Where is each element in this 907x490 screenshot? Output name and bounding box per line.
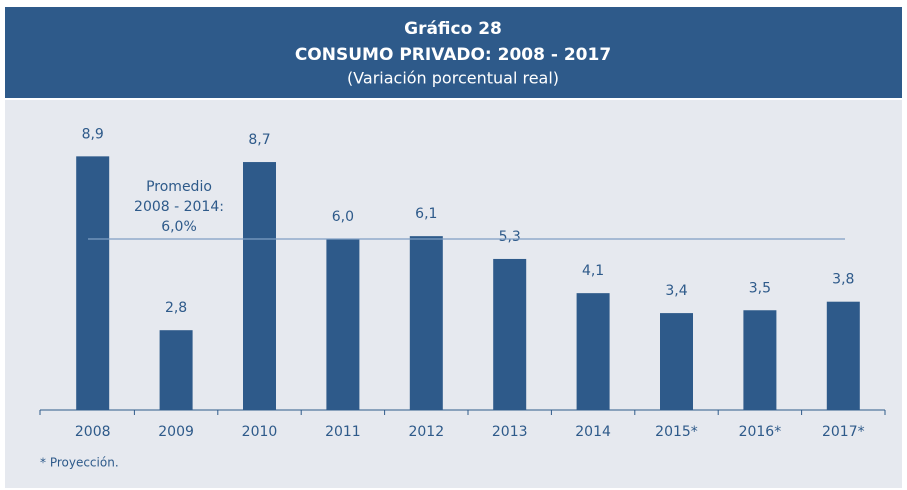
bar [660, 313, 693, 410]
reference-label: 2008 - 2014: [134, 199, 224, 215]
footnote: * Proyección. [40, 456, 119, 470]
bar [243, 162, 276, 410]
x-tick-label: 2014 [575, 424, 611, 440]
bar [409, 236, 443, 410]
reference-label: 6,0% [161, 219, 197, 235]
bar [76, 156, 110, 410]
y-axis-label: (Variación porcentual real) [347, 69, 559, 88]
bar [826, 301, 860, 410]
bar [493, 258, 527, 410]
x-tick-label: 2012 [408, 424, 444, 440]
data-label: 3,4 [665, 283, 687, 299]
data-label: 5,3 [499, 229, 521, 245]
bar [743, 310, 777, 410]
data-label: 4,1 [582, 263, 604, 279]
data-label: 6,0 [332, 209, 354, 225]
x-tick-label: 2010 [242, 424, 278, 440]
x-tick-label: 2015* [655, 424, 698, 440]
data-label: 2,8 [165, 300, 187, 316]
data-label: 3,8 [832, 272, 854, 288]
x-tick-label: 2017* [822, 424, 865, 440]
chart-title: Gráfico 28 [404, 19, 502, 39]
x-tick-label: 2009 [158, 424, 194, 440]
x-tick-label: 2013 [492, 424, 528, 440]
x-tick-label: 2008 [75, 424, 111, 440]
data-label: 8,9 [82, 126, 104, 142]
header-band [5, 7, 902, 98]
x-tick-label: 2016* [739, 424, 782, 440]
plot-background [5, 100, 902, 488]
x-tick-label: 2011 [325, 424, 361, 440]
data-label: 3,5 [749, 280, 771, 296]
bar [159, 330, 193, 410]
bar [576, 293, 610, 410]
data-label: 6,1 [415, 206, 437, 222]
chart-subtitle: CONSUMO PRIVADO: 2008 - 2017 [295, 45, 611, 65]
bar [326, 239, 360, 410]
reference-label: Promedio [146, 179, 212, 195]
data-label: 8,7 [248, 132, 270, 148]
